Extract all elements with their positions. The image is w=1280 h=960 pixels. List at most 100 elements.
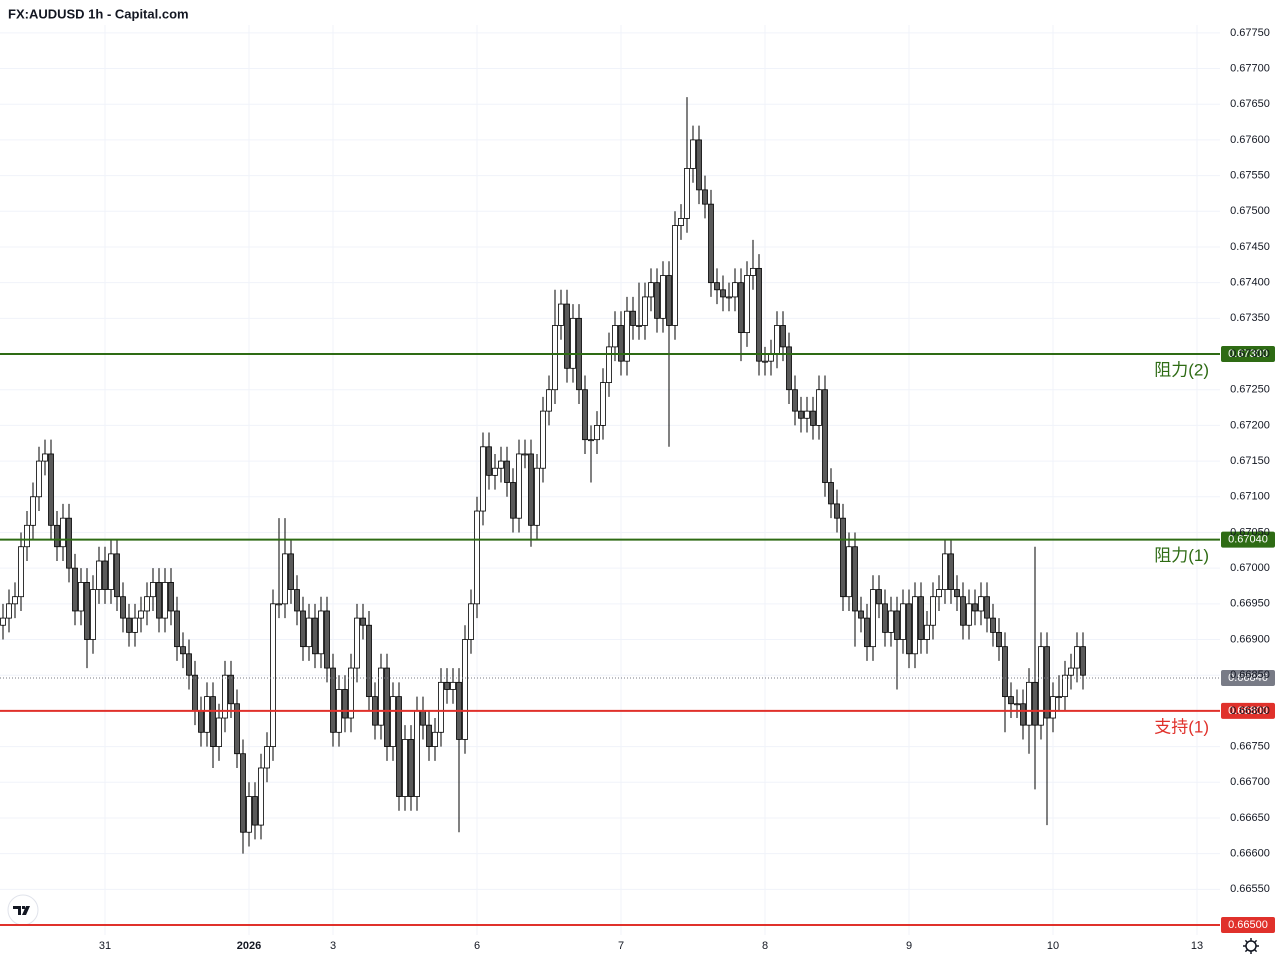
y-tick-label: 0.67250: [1230, 384, 1270, 396]
candle-body: [588, 439, 594, 442]
candle-body: [162, 582, 168, 619]
x-tick-label: 31: [99, 940, 111, 952]
candle-body: [210, 696, 216, 747]
candle-body: [762, 360, 768, 363]
y-tick-label: 0.67150: [1230, 455, 1270, 467]
candle-body: [1050, 696, 1056, 719]
candle-body: [1008, 696, 1014, 705]
candle-body: [732, 282, 738, 298]
y-tick-label: 0.66600: [1230, 848, 1270, 860]
candle-body: [648, 282, 654, 298]
candle-body: [792, 389, 798, 412]
x-tick-label: 8: [762, 940, 768, 952]
candle-body: [636, 325, 642, 327]
candle-body: [288, 553, 294, 590]
candle-body: [126, 617, 132, 633]
candle-body: [864, 617, 870, 648]
candle-body: [24, 524, 30, 548]
candle-body: [330, 667, 336, 733]
candle-body: [720, 289, 726, 298]
plot: [0, 97, 1086, 854]
candle-body: [870, 589, 876, 648]
candle-body: [822, 389, 828, 483]
candle-body: [828, 482, 834, 505]
candle-body: [498, 460, 504, 469]
candle-body: [978, 596, 984, 612]
candle-body: [96, 560, 102, 590]
candle-body: [408, 739, 414, 797]
candle-body: [276, 603, 282, 606]
candle-body: [990, 617, 996, 633]
candle-body: [672, 225, 678, 326]
y-tick-label: 0.66550: [1230, 883, 1270, 895]
candle-body: [240, 753, 246, 833]
candle-body: [1062, 674, 1068, 698]
candle-body: [360, 617, 366, 626]
y-tick-label: 0.67200: [1230, 419, 1270, 431]
candle-body: [174, 610, 180, 648]
y-tick-label: 0.66750: [1230, 740, 1270, 752]
candle-body: [312, 617, 318, 655]
candle-body: [60, 517, 66, 548]
candle-body: [252, 796, 258, 826]
candle-body: [882, 603, 888, 633]
candle-body: [0, 617, 6, 626]
candle-body: [144, 596, 150, 612]
candle-body: [18, 546, 24, 598]
candle-body: [804, 410, 810, 419]
level-price-label: 0.66500: [1228, 919, 1268, 931]
candle-body: [282, 553, 288, 605]
y-tick-label: 0.66700: [1230, 776, 1270, 788]
candle-body: [120, 596, 126, 619]
candle-body: [798, 410, 804, 419]
y-tick-label: 0.67700: [1230, 62, 1270, 74]
candle-body: [420, 710, 426, 726]
candle-body: [192, 674, 198, 712]
y-tick-label: 0.67750: [1230, 27, 1270, 39]
candle-body: [30, 496, 36, 526]
candle-body: [954, 589, 960, 598]
candle-body: [918, 596, 924, 640]
candle-body: [594, 424, 600, 441]
y-tick-label: 0.67450: [1230, 241, 1270, 253]
candle-body: [354, 617, 360, 669]
candle-body: [522, 453, 528, 456]
level-price-label: 0.66800: [1228, 705, 1268, 717]
candle-body: [78, 582, 84, 612]
candle-body: [1032, 681, 1038, 726]
settings-icon[interactable]: [1243, 938, 1259, 954]
candle-body: [618, 325, 624, 362]
y-tick-label: 0.67400: [1230, 277, 1270, 289]
candle-body: [612, 325, 618, 348]
candle-body: [936, 589, 942, 598]
candle-body: [66, 517, 72, 569]
candle-body: [972, 603, 978, 612]
price-label-box: [1221, 346, 1275, 363]
y-tick-label: 0.67650: [1230, 98, 1270, 110]
y-tick-label: 0.66950: [1230, 598, 1270, 610]
candle-body: [528, 453, 534, 526]
candle-body: [912, 596, 918, 655]
candle-body: [930, 596, 936, 626]
candle-body: [426, 724, 432, 747]
candle-body: [816, 389, 822, 426]
grid: [0, 25, 1220, 935]
price-label-box: [1221, 531, 1275, 548]
candle-body: [396, 696, 402, 797]
x-tick-label: 3: [330, 940, 336, 952]
level-annotation: 阻力(2): [1154, 361, 1209, 380]
x-tick-label: 7: [618, 940, 624, 952]
candle-body: [564, 303, 570, 369]
candle-body: [510, 482, 516, 519]
candle-body: [750, 267, 756, 276]
candle-body: [630, 310, 636, 326]
candle-body: [186, 653, 192, 676]
y-tick-label: 0.67050: [1230, 526, 1270, 538]
candle-body: [696, 139, 702, 191]
candle-body: [306, 617, 312, 648]
x-tick-label: 9: [906, 940, 912, 952]
candle-body: [996, 631, 1002, 648]
candle-body: [786, 346, 792, 391]
level-price-label: 0.67300: [1228, 348, 1268, 360]
